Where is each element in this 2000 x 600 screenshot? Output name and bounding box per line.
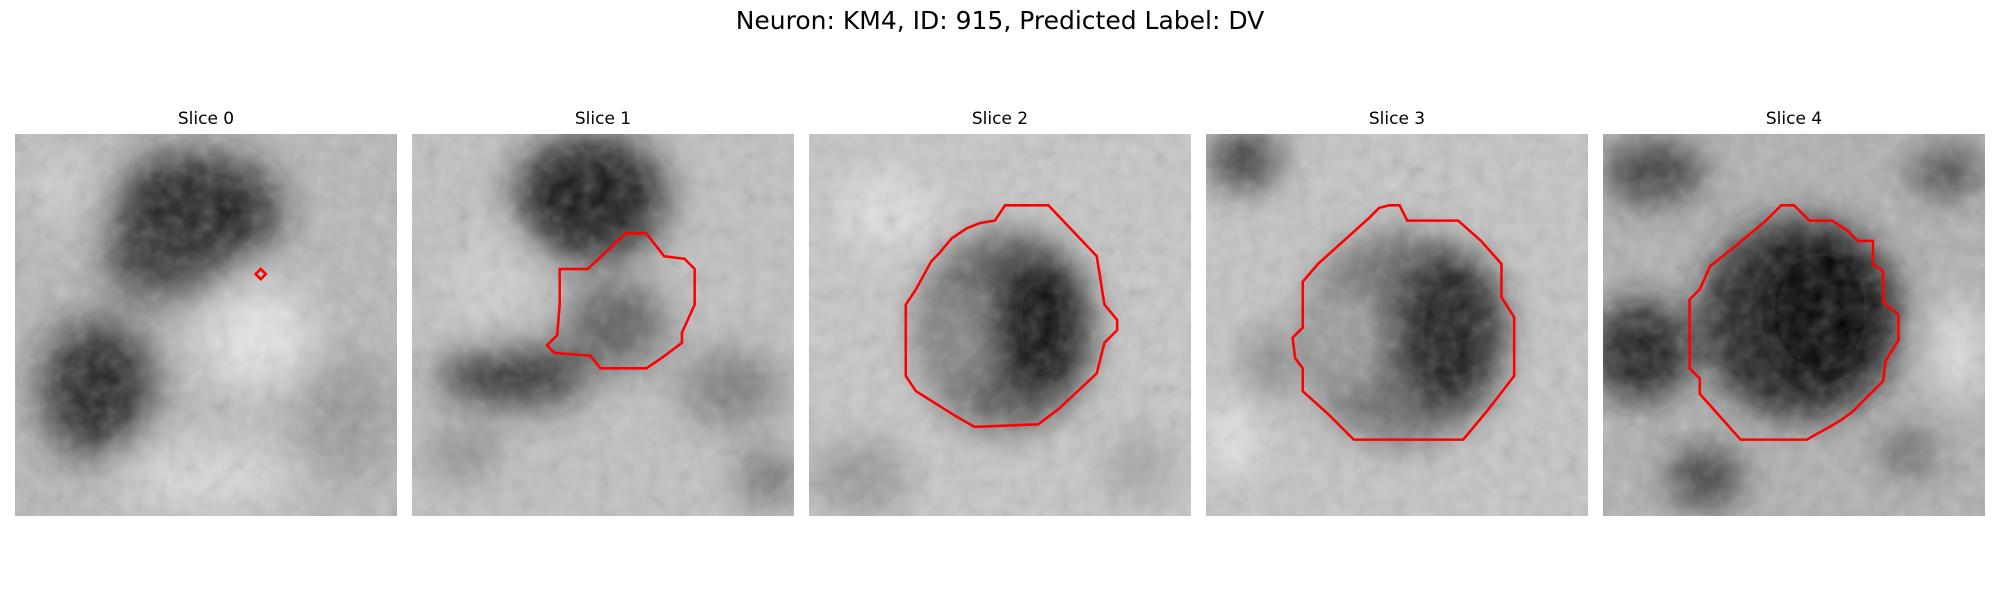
slice-image-3 [1206, 134, 1588, 516]
slice-image-2 [809, 134, 1191, 516]
slice-panel-3: Slice 3 [1206, 108, 1588, 518]
slice-title-4: Slice 4 [1603, 108, 1985, 130]
slice-panel-2: Slice 2 [809, 108, 1191, 518]
slice-title-2: Slice 2 [809, 108, 1191, 130]
figure-title: Neuron: KM4, ID: 915, Predicted Label: D… [0, 6, 2000, 36]
slice-image-0 [15, 134, 397, 516]
slice-0-svg [15, 134, 397, 516]
slice-title-3: Slice 3 [1206, 108, 1588, 130]
slice-panel-1: Slice 1 [412, 108, 794, 518]
slice-image-1 [412, 134, 794, 516]
slice-image-4 [1603, 134, 1985, 516]
slice-title-0: Slice 0 [15, 108, 397, 130]
slice-panel-4: Slice 4 [1603, 108, 1985, 518]
slice-panel-0: Slice 0 [15, 108, 397, 518]
slice-3-svg [1206, 134, 1588, 516]
slice-4-svg [1603, 134, 1985, 516]
slice-title-1: Slice 1 [412, 108, 794, 130]
slice-2-svg [809, 134, 1191, 516]
slice-1-svg [412, 134, 794, 516]
